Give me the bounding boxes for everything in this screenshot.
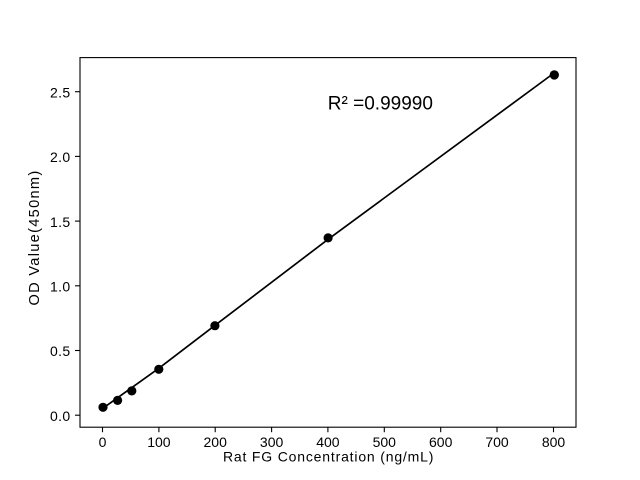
svg-text:200: 200: [204, 434, 228, 450]
svg-text:OD Value(450nm): OD Value(450nm): [27, 169, 43, 305]
svg-text:0.0: 0.0: [50, 408, 71, 424]
svg-text:600: 600: [429, 434, 453, 450]
svg-text:100: 100: [147, 434, 171, 450]
svg-text:2.0: 2.0: [50, 149, 71, 165]
svg-text:R² =0.99990: R² =0.99990: [328, 94, 433, 115]
svg-text:500: 500: [373, 434, 397, 450]
svg-text:0: 0: [99, 434, 107, 450]
svg-text:1.5: 1.5: [50, 214, 71, 230]
svg-text:2.5: 2.5: [50, 84, 71, 100]
svg-text:0.5: 0.5: [50, 343, 71, 359]
svg-text:300: 300: [260, 434, 284, 450]
svg-text:400: 400: [316, 434, 340, 450]
svg-text:1.0: 1.0: [50, 279, 71, 295]
svg-text:800: 800: [542, 434, 566, 450]
svg-text:700: 700: [485, 434, 509, 450]
svg-text:Rat FG Concentration (ng/mL): Rat FG Concentration (ng/mL): [223, 448, 434, 464]
